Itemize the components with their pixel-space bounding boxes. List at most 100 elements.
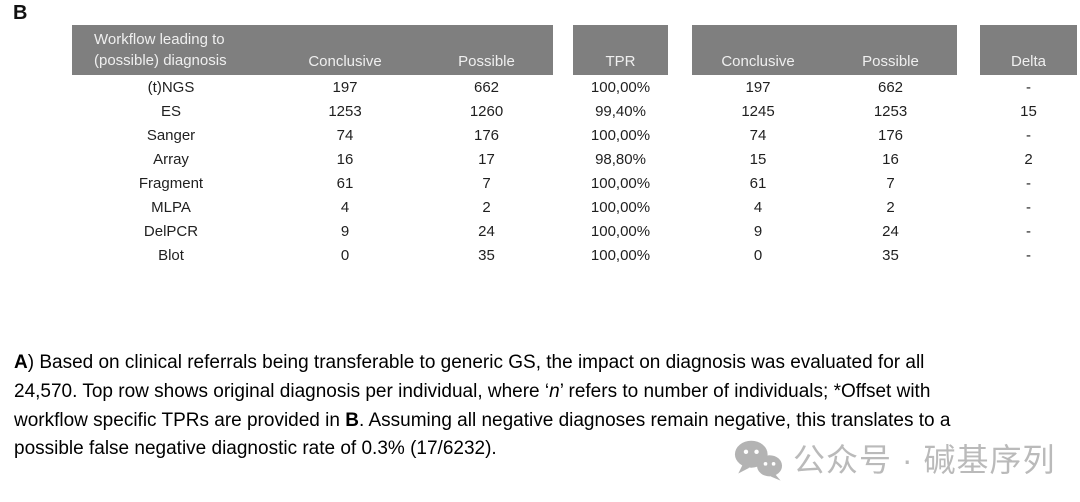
cell-possible-1: 1260	[469, 102, 504, 120]
cell-possible-1: 662	[473, 78, 500, 96]
spacer-cell	[553, 123, 573, 147]
cell-conclusive-2: 4	[753, 198, 763, 216]
spacer-cell	[957, 99, 980, 123]
cell-possible-1: 35	[478, 246, 495, 264]
cell-conclusive-2: 15	[749, 150, 767, 168]
caption-segment: n	[549, 380, 560, 402]
cell-possible-2: 176	[877, 126, 904, 144]
header-workflow-line1: Workflow leading to	[94, 31, 225, 48]
cell-conclusive-2: 1245	[741, 102, 775, 120]
header-possible-2: Possible	[824, 25, 957, 75]
wechat-icon	[734, 440, 783, 481]
spacer-cell	[957, 219, 980, 243]
figure-caption: A) Based on clinical referrals being tra…	[14, 349, 1072, 464]
spacer-cell	[957, 75, 980, 99]
cell-tpr: 100,00%	[590, 126, 651, 144]
spacer-cell	[668, 171, 692, 195]
spacer-cell	[957, 243, 980, 267]
cell-conclusive-1: 16	[336, 150, 354, 168]
cell-tpr: 100,00%	[590, 78, 651, 96]
cell-possible-2: 7	[886, 174, 895, 192]
cell-possible-1: 17	[478, 150, 495, 168]
watermark-text: 公众号 · 碱基序列	[793, 442, 1056, 478]
cell-delta: -	[1026, 78, 1031, 96]
cell-workflow: DelPCR	[143, 222, 199, 240]
cell-workflow: ES	[160, 102, 181, 120]
cell-conclusive-1: 9	[340, 222, 350, 240]
spacer-cell	[668, 219, 692, 243]
cell-conclusive-1: 61	[336, 174, 354, 192]
cell-conclusive-2: 0	[753, 246, 763, 264]
spacer-cell	[668, 75, 692, 99]
cell-workflow: (t)NGS	[147, 78, 195, 96]
cell-tpr: 98,80%	[595, 150, 646, 168]
cell-delta: -	[1026, 126, 1031, 144]
results-table: Workflow leading to (possible) diagnosis…	[72, 25, 1077, 267]
cell-conclusive-1: 74	[336, 126, 354, 144]
caption-segment: A	[14, 352, 28, 373]
cell-possible-2: 16	[882, 150, 899, 168]
spacer-cell	[957, 147, 980, 171]
cell-tpr: 100,00%	[590, 222, 651, 240]
cell-tpr: 100,00%	[590, 174, 651, 192]
header-delta: Delta	[980, 25, 1077, 75]
spacer-cell	[553, 147, 573, 171]
spacer-cell	[668, 243, 692, 267]
cell-conclusive-1: 197	[332, 78, 358, 96]
panel-label: B	[13, 2, 28, 24]
cell-workflow: Sanger	[146, 126, 196, 144]
spacer-cell	[957, 195, 980, 219]
cell-possible-1: 2	[482, 198, 491, 216]
cell-workflow: Array	[153, 150, 189, 168]
header-workflow-line2: (possible) diagnosis	[94, 52, 227, 69]
spacer-cell	[957, 171, 980, 195]
cell-delta: -	[1026, 174, 1031, 192]
header-conclusive-2: Conclusive	[692, 25, 824, 75]
header-spacer	[668, 25, 692, 75]
spacer-cell	[553, 219, 573, 243]
cell-possible-2: 35	[882, 246, 899, 264]
header-possible-1: Possible	[420, 25, 553, 75]
watermark: 公众号 · 碱基序列	[733, 438, 1055, 482]
cell-workflow: MLPA	[151, 198, 191, 216]
cell-conclusive-2: 197	[745, 78, 771, 96]
cell-delta: 2	[1024, 150, 1033, 168]
spacer-cell	[957, 123, 980, 147]
spacer-cell	[668, 147, 692, 171]
header-spacer	[957, 25, 980, 75]
spacer-cell	[668, 99, 692, 123]
cell-possible-2: 662	[877, 78, 904, 96]
cell-possible-1: 7	[482, 174, 491, 192]
header-spacer	[553, 25, 573, 75]
caption-segment: ’ refers to number of individuals; *Offs…	[559, 380, 931, 402]
caption-segment: B	[345, 409, 359, 431]
spacer-cell	[553, 99, 573, 123]
cell-tpr: 99,40%	[595, 102, 646, 120]
cell-delta: -	[1026, 246, 1031, 264]
header-workflow: Workflow leading to (possible) diagnosis	[72, 25, 270, 75]
cell-delta: -	[1026, 198, 1031, 216]
cell-conclusive-1: 0	[340, 246, 350, 264]
cell-delta: -	[1026, 222, 1031, 240]
spacer-cell	[553, 243, 573, 267]
spacer-cell	[553, 75, 573, 99]
cell-tpr: 100,00%	[590, 246, 651, 264]
caption-segment: 24,570. Top row shows original diagnosis…	[14, 380, 550, 402]
cell-conclusive-2: 61	[749, 174, 767, 192]
header-conclusive-1: Conclusive	[270, 25, 420, 75]
cell-workflow: Blot	[158, 246, 184, 264]
spacer-cell	[668, 195, 692, 219]
cell-workflow: Fragment	[138, 174, 204, 192]
cell-possible-2: 24	[882, 222, 899, 240]
spacer-cell	[553, 171, 573, 195]
caption-segment: possible false negative diagnostic rate …	[14, 438, 497, 460]
caption-segment: ) Based on clinical referrals being tran…	[27, 352, 925, 373]
cell-tpr: 100,00%	[590, 198, 651, 216]
cell-delta: 15	[1020, 102, 1037, 120]
caption-segment: workflow specific TPRs are provided in	[14, 409, 346, 431]
caption-segment: . Assuming all negative diagnoses remain…	[358, 409, 951, 431]
cell-conclusive-1: 1253	[328, 102, 362, 120]
cell-conclusive-1: 4	[340, 198, 350, 216]
cell-conclusive-2: 74	[749, 126, 767, 144]
spacer-cell	[553, 195, 573, 219]
